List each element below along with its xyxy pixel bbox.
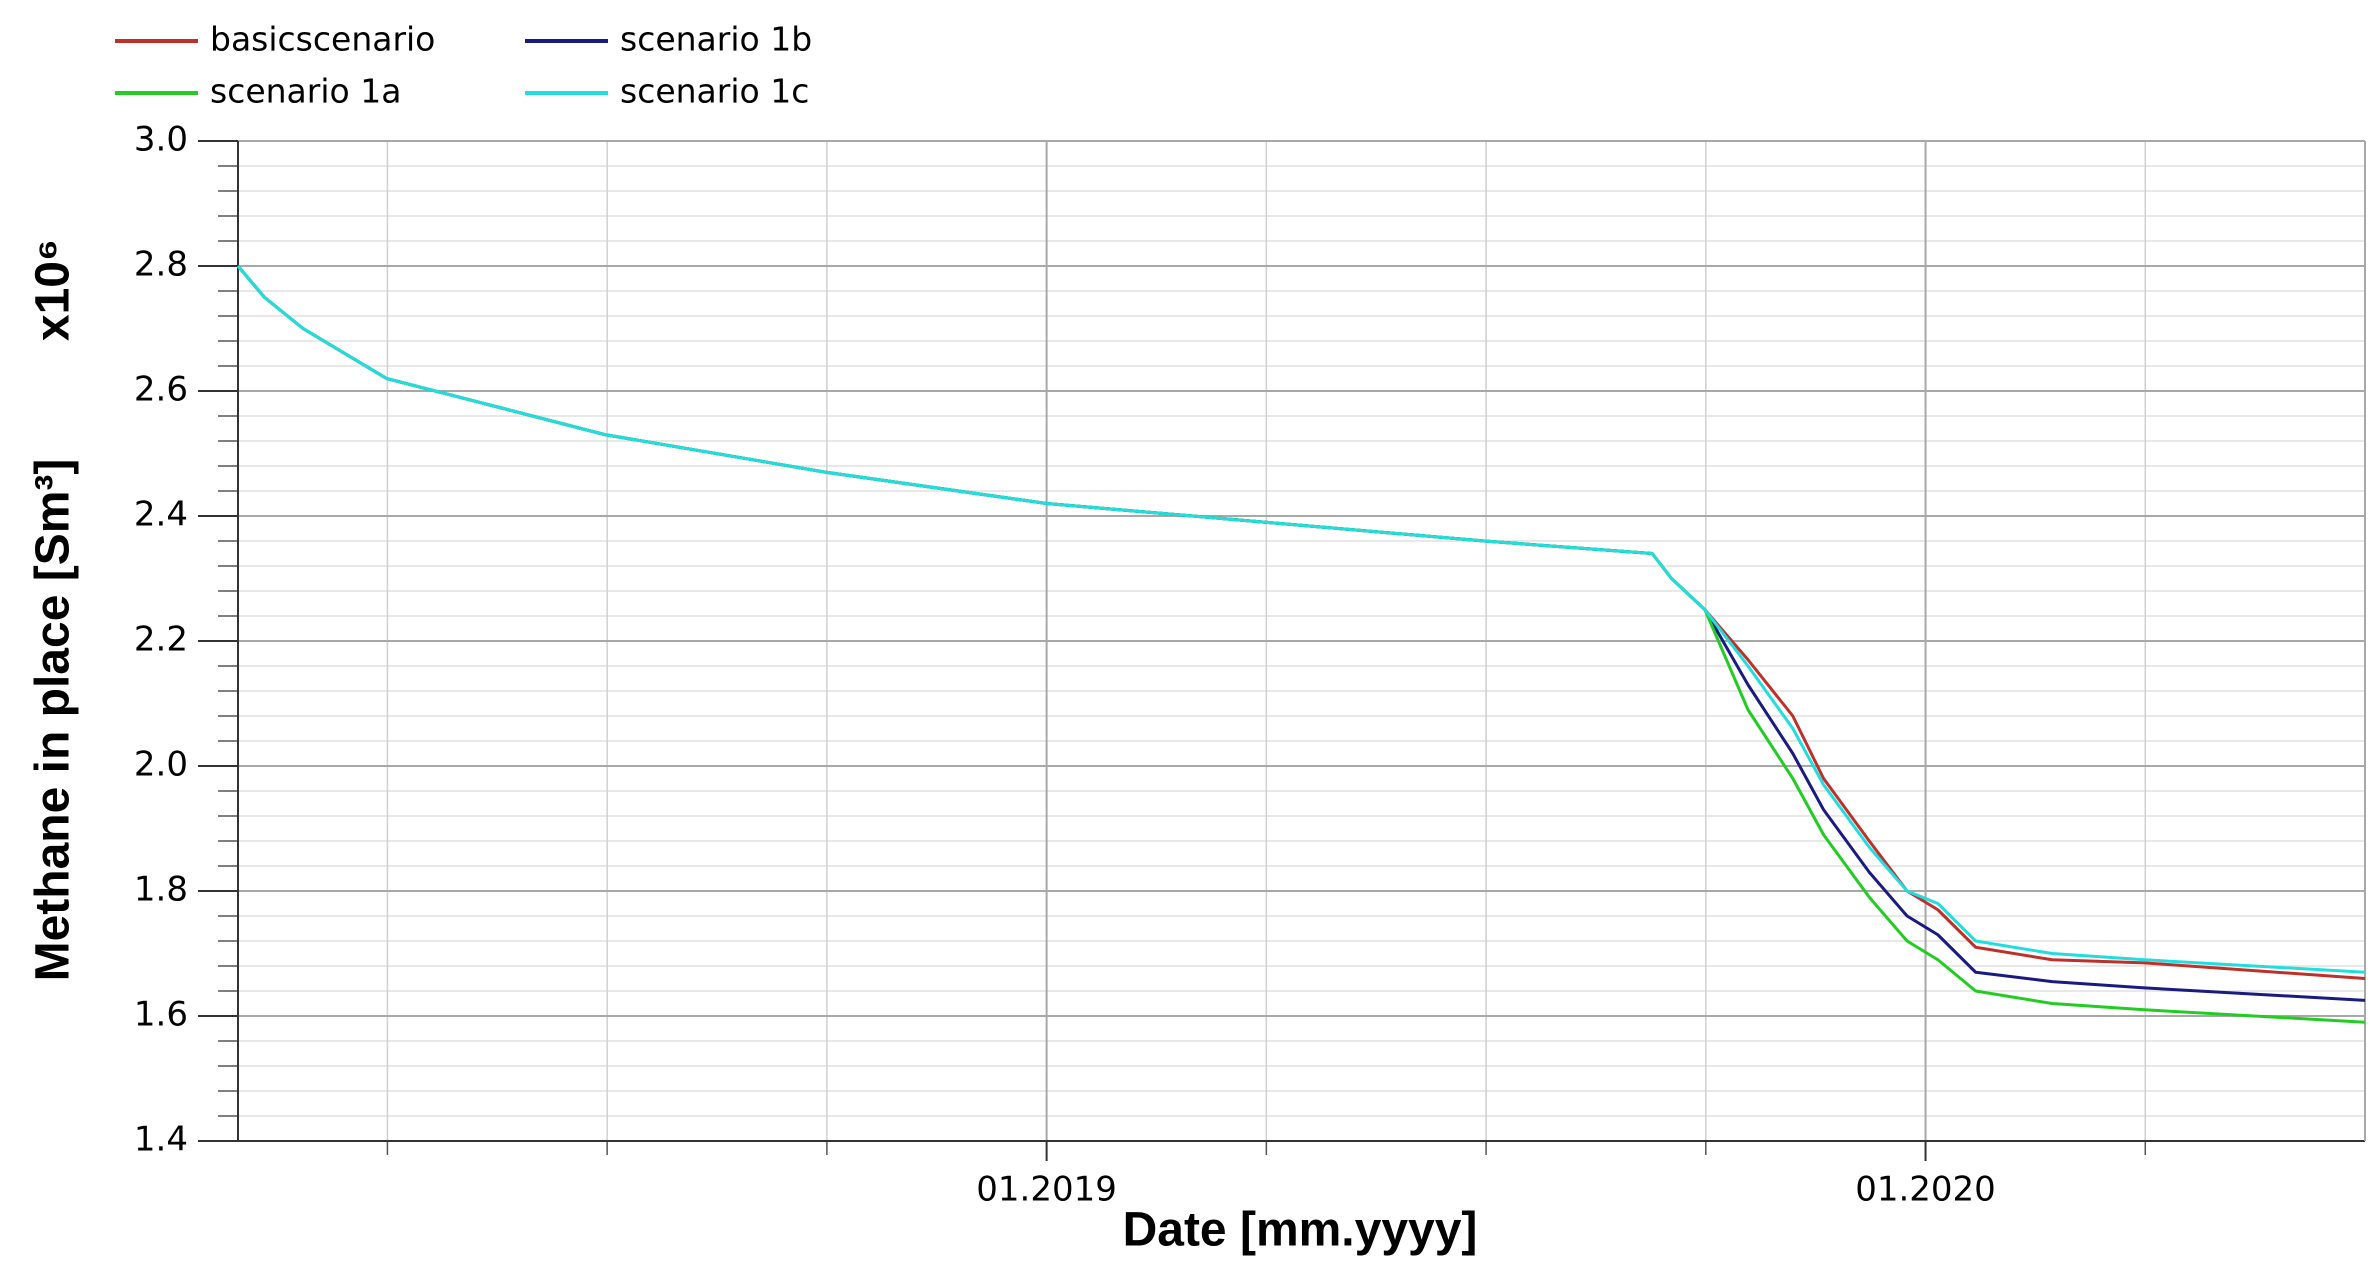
x-tick-label: 01.2019: [976, 1170, 1117, 1210]
series-line: [236, 265, 2366, 980]
legend-label: scenario 1a: [210, 72, 401, 111]
y-tick-label: 1.8: [134, 870, 188, 910]
x-tick-label: 01.2020: [1855, 1170, 1996, 1210]
y-axis-title: Methane in place [Sm³]: [27, 459, 80, 982]
legend-label: basicscenario: [210, 20, 435, 59]
y-tick-label: 2.8: [134, 245, 188, 285]
y-tick-label: 2.2: [134, 620, 188, 660]
y-multiplier: x10⁶: [27, 239, 80, 341]
y-tick-label: 2.4: [134, 495, 188, 535]
legend-label: scenario 1b: [620, 20, 812, 59]
y-tick-label: 1.4: [134, 1120, 188, 1160]
y-tick-label: 1.6: [134, 995, 188, 1035]
y-tick-label: 2.6: [134, 370, 188, 410]
x-axis-title: Date [mm.yyyy]: [1123, 1204, 1478, 1257]
series-line: [236, 265, 2366, 974]
y-tick-label: 3.0: [134, 120, 188, 160]
series-line: [236, 265, 2366, 1024]
legend-label: scenario 1c: [620, 72, 809, 111]
y-tick-label: 2.0: [134, 745, 188, 785]
